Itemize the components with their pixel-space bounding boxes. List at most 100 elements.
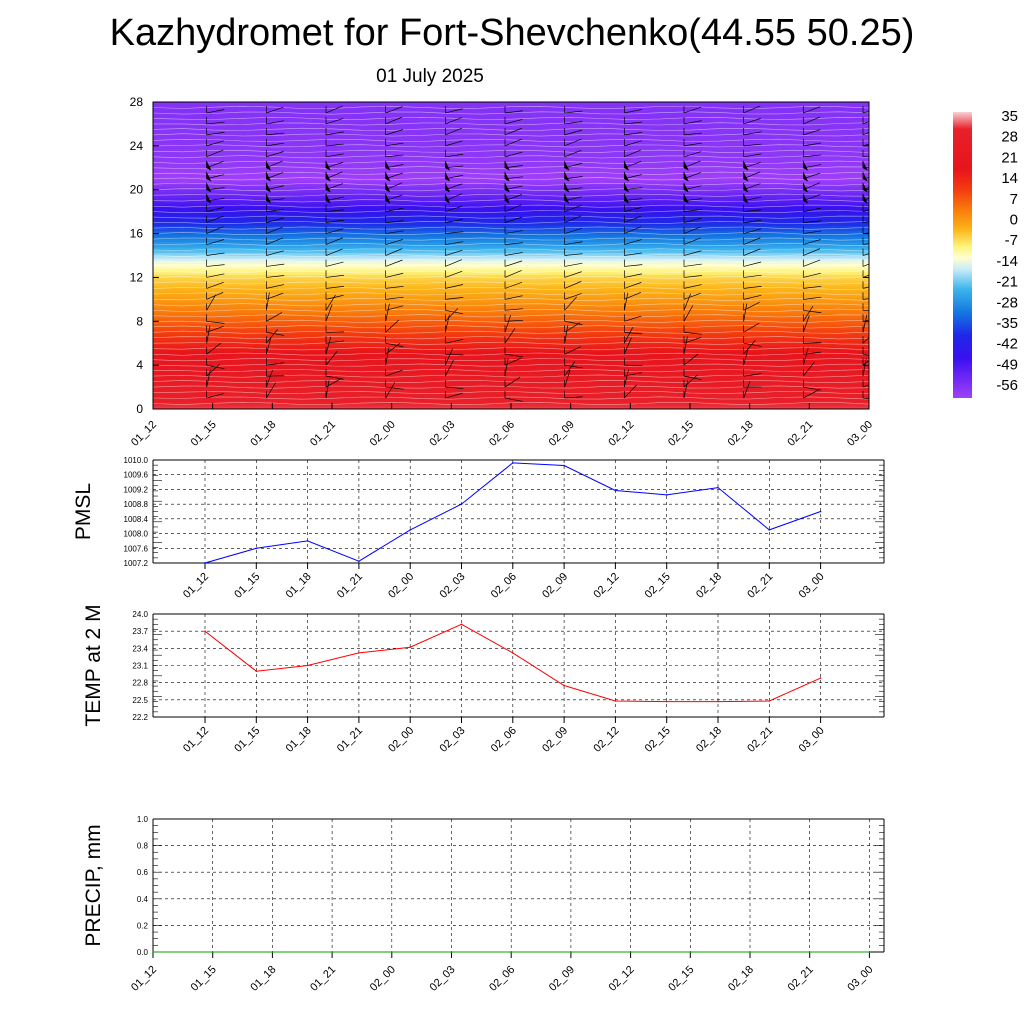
wind-barb — [743, 342, 762, 347]
wind-barb — [445, 297, 464, 300]
wind-barb — [325, 237, 343, 245]
contour-line — [153, 308, 869, 312]
wind-pennant — [683, 172, 689, 182]
data-point — [271, 951, 274, 953]
wind-barb — [862, 121, 869, 125]
wind-barb — [385, 272, 404, 278]
wind-barb — [564, 121, 583, 125]
heatmap-band — [153, 277, 869, 281]
x-tick-label: 02_15 — [666, 964, 696, 994]
wind-barb — [206, 369, 211, 388]
wind-barb — [803, 342, 822, 344]
wind-barb — [624, 364, 643, 367]
y-tick-label: 4 — [136, 358, 143, 372]
wind-barb — [862, 353, 869, 356]
wind-barb — [445, 140, 463, 147]
wind-barb — [803, 116, 821, 125]
y-axis-label: PRECIP, mm — [82, 824, 105, 946]
contour-line — [153, 303, 869, 307]
wind-barb — [325, 228, 344, 234]
heatmap-band — [153, 134, 869, 138]
wind-barb — [624, 273, 643, 278]
wind-barb — [862, 155, 869, 158]
wind-barb — [504, 353, 523, 358]
wind-barb — [385, 319, 400, 333]
data-point — [460, 503, 463, 505]
chart-title: Kazhydromet for Fort-Shevchenko(44.55 50… — [109, 12, 915, 54]
y-axis-label: TEMP at 2 M — [82, 604, 105, 726]
heatmap-band — [153, 211, 869, 215]
x-tick-label: 02_00 — [386, 725, 416, 755]
wind-barb — [803, 259, 821, 267]
wind-barb — [862, 132, 869, 136]
wind-barb — [385, 207, 404, 212]
y-tick-label: 20 — [130, 183, 144, 197]
data-point — [306, 664, 309, 667]
heatmap-band — [153, 233, 869, 237]
wind-barb — [385, 106, 403, 114]
heatmap-band — [153, 205, 869, 210]
x-tick-label: 01_12 — [181, 571, 211, 601]
colorbar-label: -7 — [1005, 232, 1018, 249]
wind-barb — [325, 378, 342, 388]
wind-barb — [445, 127, 463, 136]
wind-pennant — [743, 183, 749, 193]
wind-barb — [504, 127, 522, 136]
heatmap-band — [153, 109, 869, 114]
wind-barb — [504, 151, 523, 158]
x-tick-label: 01_21 — [335, 725, 365, 755]
data-point — [204, 630, 206, 632]
heatmap-band — [153, 274, 869, 278]
heatmap-band — [153, 126, 869, 130]
wind-barb — [803, 230, 822, 234]
wind-barb — [624, 327, 634, 344]
wind-barb — [385, 386, 404, 390]
wind-barb — [743, 294, 762, 300]
wind-pennant — [444, 194, 451, 204]
heatmap-band — [153, 389, 869, 393]
wind-barb — [564, 138, 582, 147]
wind-barb — [624, 337, 632, 355]
wind-barb — [504, 110, 523, 114]
wind-barb — [504, 260, 523, 267]
wind-pennant — [623, 183, 630, 193]
y-tick-label: 22.2 — [132, 713, 148, 722]
heatmap-band — [153, 367, 869, 371]
wind-barb — [445, 259, 463, 267]
contour-line — [153, 232, 869, 236]
wind-barb — [206, 206, 225, 212]
wind-barb — [743, 153, 762, 158]
x-tick-label: 02_00 — [386, 571, 416, 601]
x-tick-label: 02_03 — [427, 419, 457, 449]
wind-barb — [445, 348, 453, 366]
x-tick-label: 01_12 — [129, 964, 159, 994]
wind-barb — [445, 339, 464, 344]
wind-barb — [504, 119, 523, 125]
wind-barb — [743, 381, 751, 399]
wind-barb — [385, 116, 403, 125]
wind-barb — [743, 274, 762, 278]
contour-line — [153, 358, 869, 362]
x-tick-label: 02_18 — [694, 571, 724, 601]
x-tick-label: 01_18 — [284, 725, 314, 755]
heatmap-band — [153, 318, 869, 322]
heatmap-band — [153, 334, 869, 339]
wind-barb — [802, 347, 809, 366]
y-tick-label: 12 — [130, 270, 144, 284]
x-tick-label: 02_09 — [547, 419, 577, 449]
contour-line — [153, 193, 869, 197]
heatmap-band — [153, 167, 869, 171]
contour-line — [153, 352, 869, 356]
wind-barb — [623, 292, 629, 311]
wind-barb — [206, 282, 224, 289]
wind-barb — [803, 296, 822, 300]
wind-pennant — [206, 161, 212, 171]
wind-barb — [862, 263, 869, 267]
wind-barb — [683, 106, 702, 114]
contour-line — [153, 149, 869, 153]
y-tick-label: 23.7 — [132, 627, 148, 636]
wind-barb — [803, 285, 822, 289]
wind-barb — [266, 226, 284, 234]
contour-line — [153, 380, 869, 384]
wind-pennant — [444, 161, 451, 171]
